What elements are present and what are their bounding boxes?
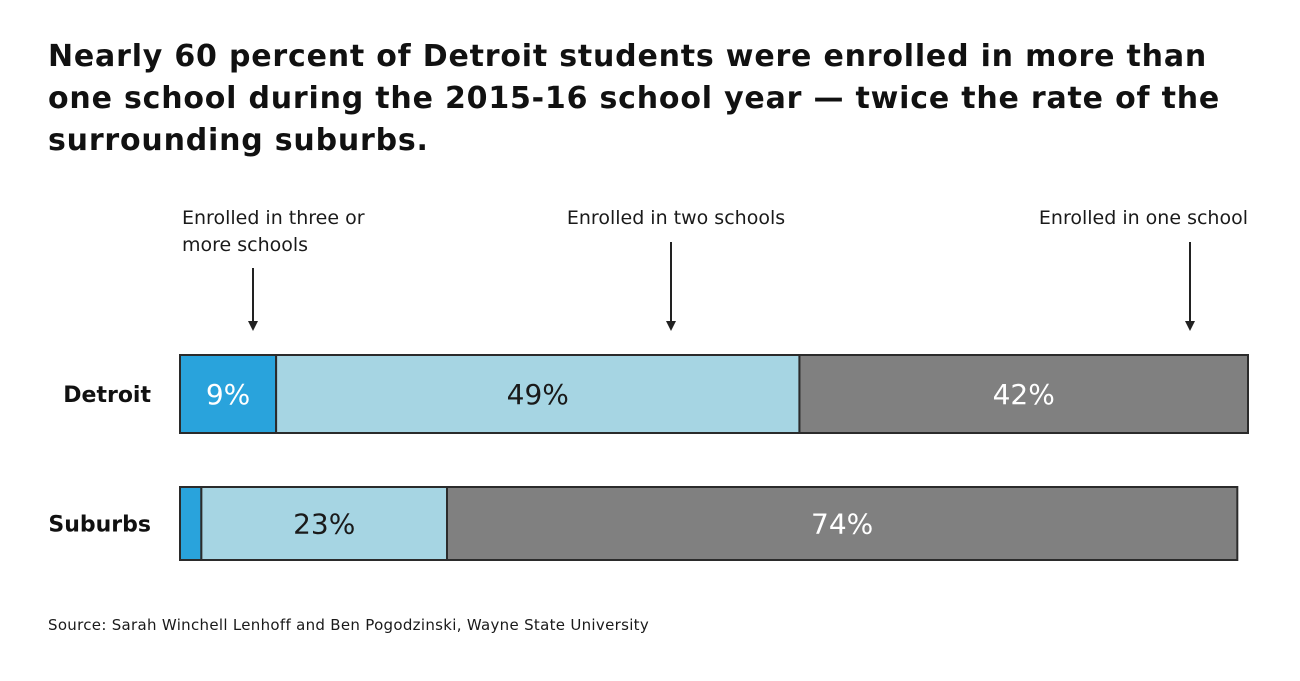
bar-detroit-enrolled-in-two-schools: [275, 354, 801, 434]
data-label-suburbs-enrolled-in-two-schools: 23%: [293, 508, 355, 541]
category-label-suburbs: Suburbs: [48, 513, 151, 538]
legend-label: Enrolled in two schools: [567, 207, 785, 229]
category-label-detroit: Detroit: [63, 383, 151, 408]
bar-suburbs-enrolled-in-one-school: [446, 486, 1239, 561]
legend-enrolled-in-one-school: Enrolled in one school: [1039, 207, 1248, 331]
chart-title: Nearly 60 percent of Detroit students we…: [48, 39, 1221, 158]
bar-detroit-enrolled-in-one-school: [798, 354, 1249, 434]
bar-suburbs-enrolled-in-three-or-more-schools: [179, 486, 203, 561]
bar-suburbs-enrolled-in-two-schools: [200, 486, 448, 561]
data-label-detroit-enrolled-in-three-or-more-schools: 9%: [206, 378, 250, 411]
legend-callouts: Enrolled in three or more schools Enrolled…: [182, 207, 1248, 331]
bar-detroit-enrolled-in-three-or-more-schools: [179, 354, 278, 434]
source-note: Source: Sarah Winchell Lenhoff and Ben P…: [48, 616, 650, 634]
legend-enrolled-in-three-or-more-schools: Enrolled in three or more schools: [182, 207, 365, 331]
data-label-suburbs-enrolled-in-one-school: 74%: [811, 508, 873, 541]
data-label-detroit-enrolled-in-two-schools: 49%: [507, 378, 569, 411]
category-labels: Detroit Suburbs: [48, 383, 151, 538]
legend-label: Enrolled in three or more schools: [182, 207, 365, 256]
legend-enrolled-in-two-schools: Enrolled in two schools: [567, 207, 785, 331]
legend-label: Enrolled in one school: [1039, 207, 1248, 229]
bars: 9% 49% 42% 23% 74%: [179, 354, 1249, 561]
data-label-detroit-enrolled-in-one-school: 42%: [993, 378, 1055, 411]
